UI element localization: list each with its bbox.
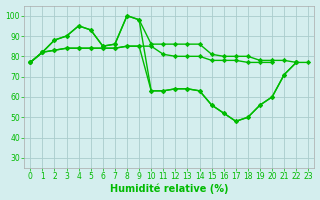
X-axis label: Humidité relative (%): Humidité relative (%) (110, 184, 228, 194)
